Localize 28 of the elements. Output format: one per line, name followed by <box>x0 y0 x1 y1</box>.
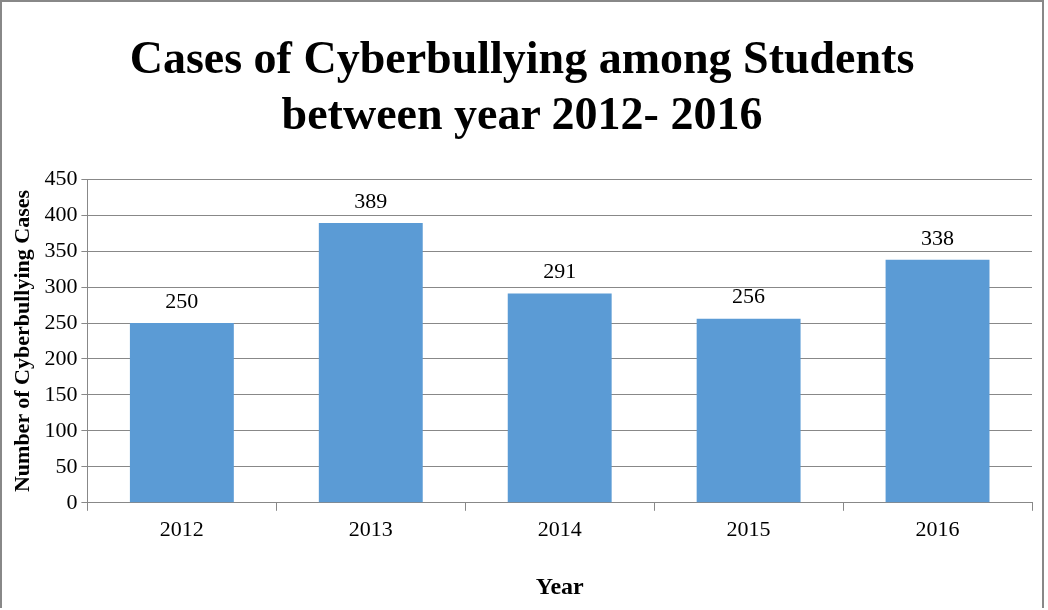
y-axis-title: Number of Cyberbullying Cases <box>8 189 34 493</box>
bar <box>696 318 801 503</box>
bar <box>129 323 234 503</box>
y-tick-label: 150 <box>44 380 78 406</box>
x-tick-label: 2016 <box>915 515 960 541</box>
bar <box>507 293 612 503</box>
y-tick-label: 400 <box>44 200 78 226</box>
x-tick-label: 2014 <box>537 515 582 541</box>
y-tick-label: 250 <box>44 308 78 334</box>
y-tick-label: 0 <box>66 488 78 514</box>
y-tick-label: 50 <box>55 452 78 478</box>
data-label: 256 <box>732 283 766 309</box>
x-tick-label: 2013 <box>348 515 393 541</box>
bar <box>318 223 423 503</box>
y-tick-label: 450 <box>44 164 78 190</box>
y-tick-label: 200 <box>44 344 78 370</box>
data-label: 291 <box>543 258 577 284</box>
bar <box>885 259 990 503</box>
y-tick-label: 300 <box>44 272 78 298</box>
y-tick-label: 350 <box>44 236 78 262</box>
x-tick-label: 2012 <box>159 515 204 541</box>
x-tick-label: 2015 <box>726 515 771 541</box>
data-label: 389 <box>354 187 388 213</box>
data-label: 250 <box>165 287 199 313</box>
chart-title: Cases of Cyberbullying among Students between year 2012- 2016 <box>128 31 916 141</box>
y-tick-label: 100 <box>44 416 78 442</box>
x-axis-title: Year <box>535 572 585 599</box>
data-label: 338 <box>921 224 955 250</box>
